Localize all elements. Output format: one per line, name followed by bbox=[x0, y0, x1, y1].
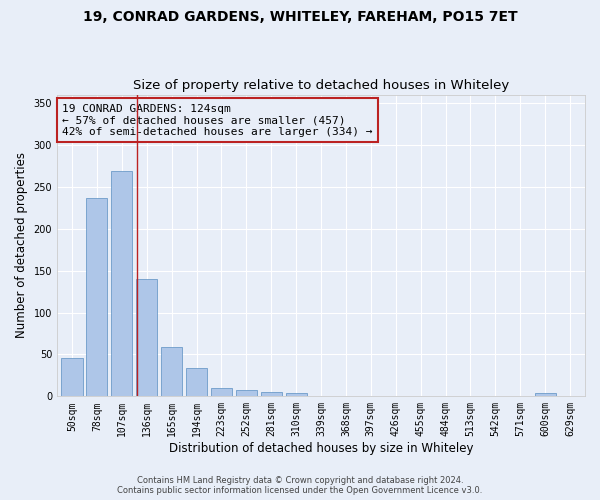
Bar bbox=[186, 368, 207, 396]
Bar bbox=[260, 392, 282, 396]
Y-axis label: Number of detached properties: Number of detached properties bbox=[15, 152, 28, 338]
Bar bbox=[61, 358, 83, 397]
Bar bbox=[211, 388, 232, 396]
Text: Contains HM Land Registry data © Crown copyright and database right 2024.
Contai: Contains HM Land Registry data © Crown c… bbox=[118, 476, 482, 495]
Bar bbox=[236, 390, 257, 396]
X-axis label: Distribution of detached houses by size in Whiteley: Distribution of detached houses by size … bbox=[169, 442, 473, 455]
Bar bbox=[136, 279, 157, 396]
Text: 19, CONRAD GARDENS, WHITELEY, FAREHAM, PO15 7ET: 19, CONRAD GARDENS, WHITELEY, FAREHAM, P… bbox=[83, 10, 517, 24]
Bar bbox=[161, 347, 182, 397]
Bar bbox=[535, 393, 556, 396]
Text: 19 CONRAD GARDENS: 124sqm
← 57% of detached houses are smaller (457)
42% of semi: 19 CONRAD GARDENS: 124sqm ← 57% of detac… bbox=[62, 104, 373, 137]
Bar bbox=[111, 171, 133, 396]
Bar bbox=[286, 393, 307, 396]
Bar bbox=[86, 198, 107, 396]
Title: Size of property relative to detached houses in Whiteley: Size of property relative to detached ho… bbox=[133, 79, 509, 92]
